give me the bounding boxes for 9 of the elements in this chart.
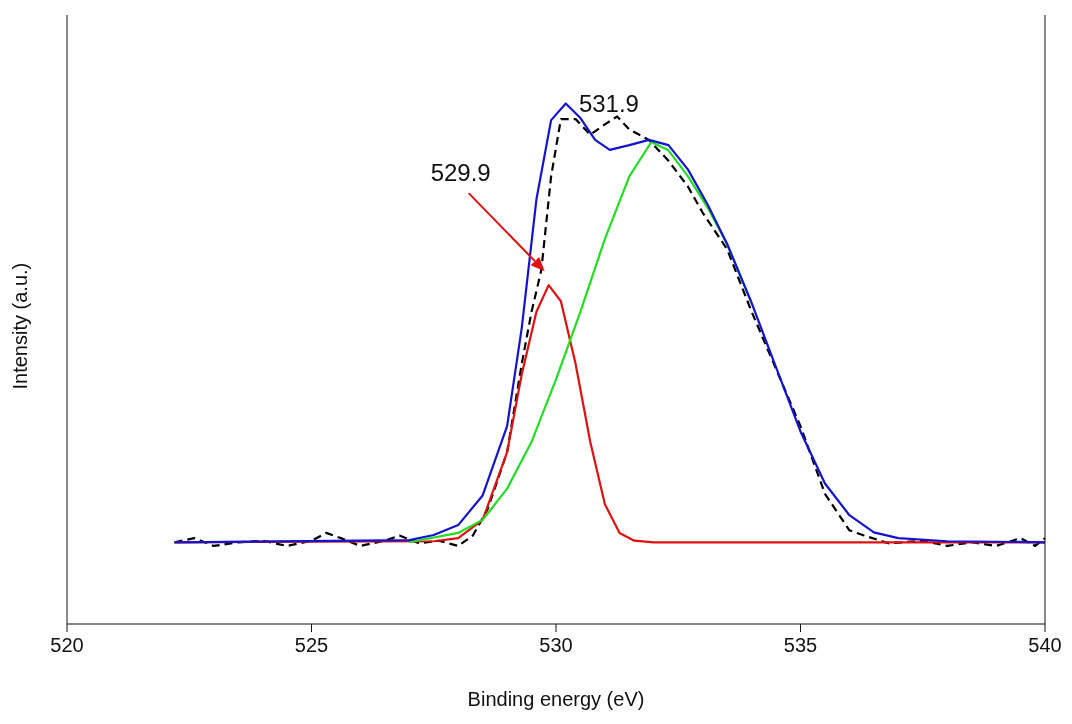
x-tick-label: 540	[1028, 634, 1062, 657]
x-tick-label: 530	[539, 634, 573, 657]
x-tick-label: 535	[783, 634, 818, 657]
annotation: 531.9	[578, 90, 639, 118]
annotation: 529.9	[430, 159, 491, 187]
x-tick-label: 520	[50, 634, 84, 657]
y-axis-title: Intensity (a.u.)	[9, 262, 32, 390]
x-tick-label: 525	[294, 634, 329, 657]
x-axis-title: Binding energy (eV)	[467, 688, 645, 710]
